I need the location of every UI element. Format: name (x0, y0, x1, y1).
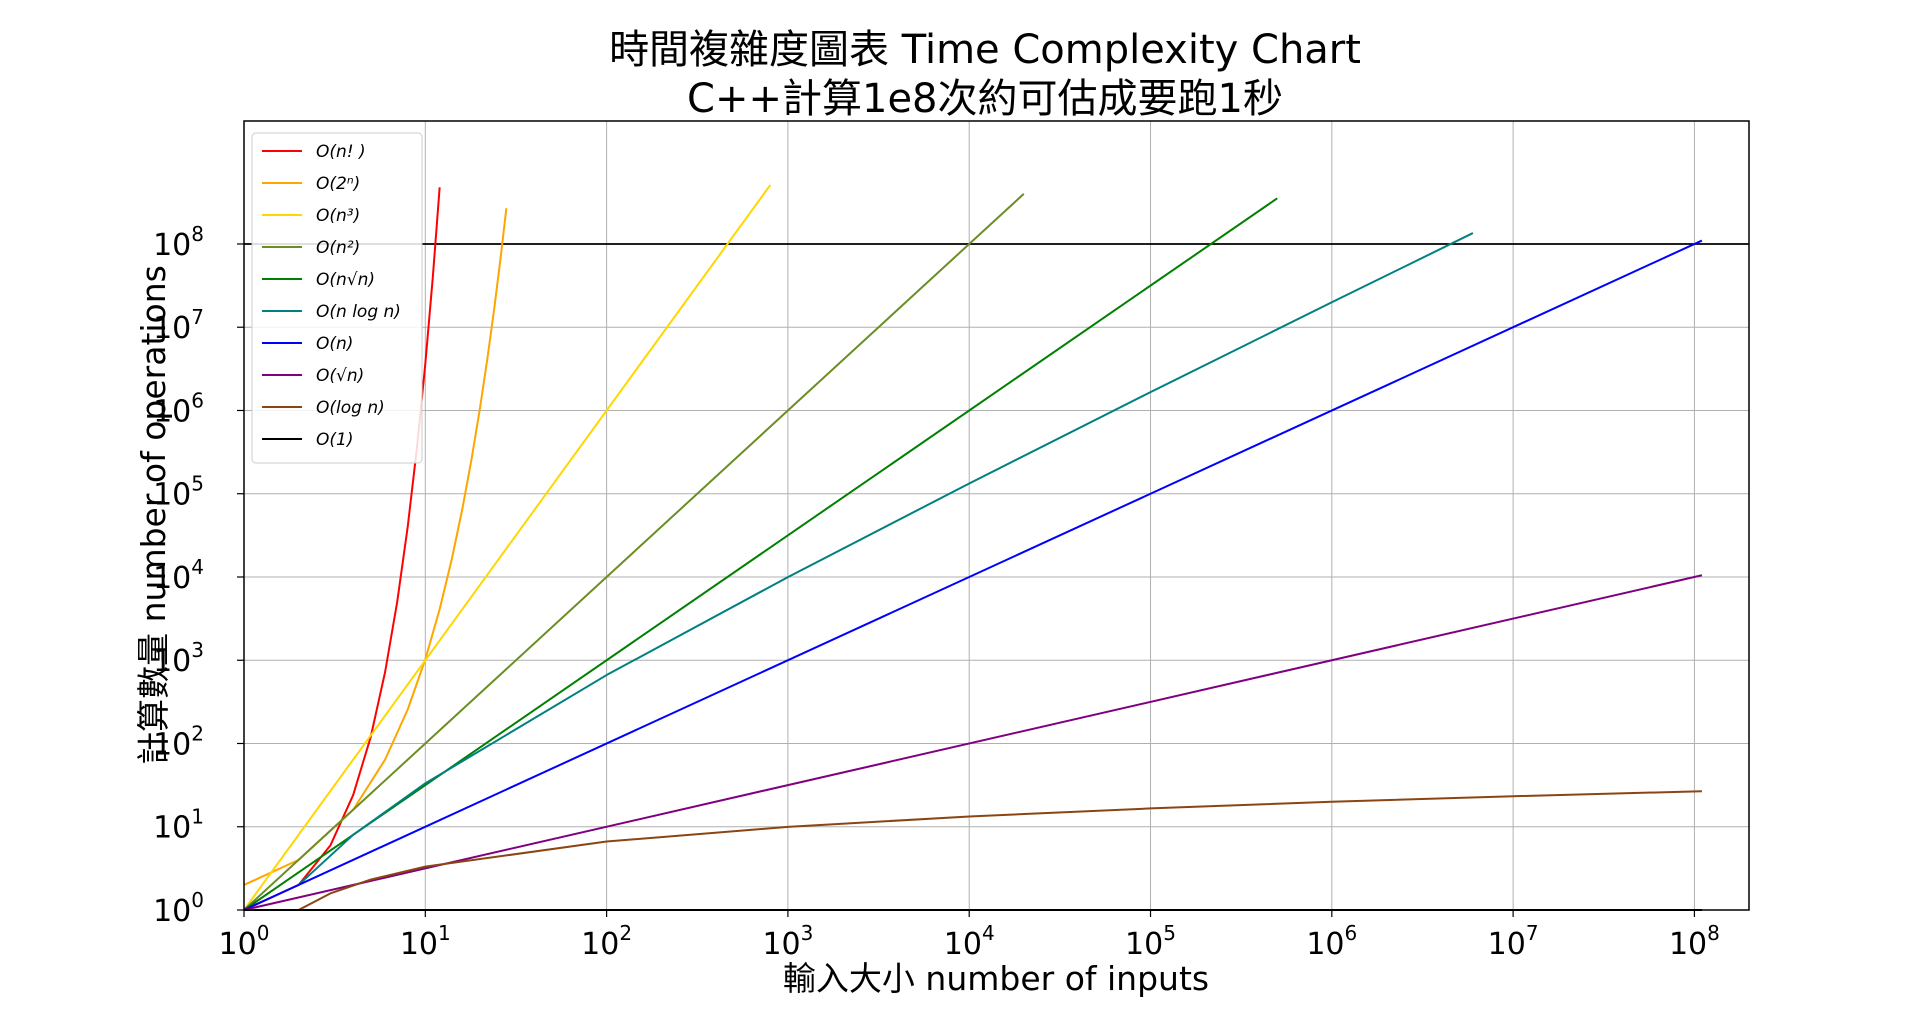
legend-label-2: O(n³) (316, 206, 360, 226)
series-line-6 (243, 239, 1703, 911)
x-tick-label: 107 (1488, 921, 1539, 962)
legend-label-7: O(√n) (316, 366, 364, 386)
series-line-1 (243, 208, 508, 886)
x-tick-labels: 100 101 102 103 104 105 106 107 108 (219, 910, 1720, 962)
x-tick-label: 102 (581, 921, 632, 962)
chart-subtitle: C++計算1e8次約可估成要跑1秒 (687, 76, 1283, 122)
series-line-3 (243, 193, 1025, 911)
legend-label-3: O(n²) (316, 238, 360, 258)
series-line-4 (243, 197, 1278, 911)
x-tick-label: 108 (1669, 921, 1720, 962)
legend-label-9: O(1) (316, 430, 353, 450)
x-tick-label: 103 (762, 921, 813, 962)
x-tick-label: 100 (219, 921, 270, 962)
x-tick-label: 105 (1125, 921, 1176, 962)
legend-items: O(n! ) O(2ⁿ) O(n³) O(n²) O(n√n) O(n log n) O(n… (262, 142, 401, 450)
x-tick-label: 104 (944, 921, 995, 962)
grid-layer (243, 121, 1749, 911)
legend-label-8: O(log n) (316, 398, 385, 418)
y-tick-label: 100 (153, 888, 204, 929)
series-line-5 (297, 232, 1474, 886)
series-line-2 (243, 184, 772, 911)
y-tick-label: 101 (153, 805, 204, 846)
y-axis-label: 計算數量 number of operations (134, 265, 173, 765)
legend: O(n! ) O(2ⁿ) O(n³) O(n²) O(n√n) O(n log n) O(n… (251, 132, 423, 464)
series-line-8 (298, 790, 1702, 911)
legend-label-4: O(n√n) (316, 270, 375, 290)
series-line-0 (243, 187, 441, 911)
plot-area-frame (243, 120, 1750, 911)
series-layer (243, 184, 1703, 911)
legend-label-1: O(2ⁿ) (316, 174, 360, 194)
chart-title: 時間複雜度圖表 Time Complexity Chart (609, 27, 1361, 73)
legend-label-0: O(n! ) (316, 142, 366, 162)
y-tick-label: 107 (153, 305, 204, 346)
x-axis-label: 輸入大小 number of inputs (783, 959, 1209, 998)
x-tick-label: 106 (1306, 921, 1357, 962)
legend-label-5: O(n log n) (316, 302, 401, 322)
legend-label-6: O(n) (316, 334, 353, 354)
x-tick-label: 101 (400, 921, 451, 962)
y-tick-label: 108 (153, 222, 204, 263)
series-line-7 (243, 574, 1703, 911)
